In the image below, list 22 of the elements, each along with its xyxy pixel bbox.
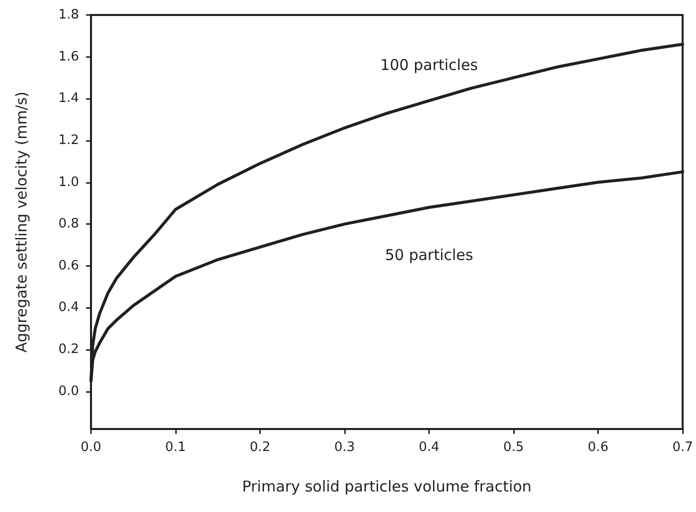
series-label: 50 particles [384, 246, 474, 264]
x-tick-label: 0.0 [80, 440, 102, 455]
y-tick-label: 0.4 [58, 300, 79, 316]
x-tick-label: 0.3 [334, 440, 355, 455]
x-tick-label: 0.6 [588, 440, 608, 455]
y-tick-label: 0.2 [58, 342, 79, 358]
x-tick-label: 0.2 [250, 440, 270, 455]
x-tick-label: 0.5 [503, 440, 524, 455]
y-tick-label: 0.0 [58, 384, 79, 399]
series-label: 100 particles [380, 56, 478, 74]
y-tick-label: 1.2 [58, 132, 79, 148]
y-tick-label: 0.6 [58, 258, 79, 274]
x-tick-label: 0.4 [418, 440, 440, 455]
x-tick-label: 0.1 [165, 440, 186, 455]
y-tick-label: 0.8 [58, 216, 79, 232]
x-axis-title: Primary solid particles volume fraction [242, 478, 532, 496]
y-tick-label: 1.8 [58, 8, 79, 22]
y-tick-label: 1.4 [58, 91, 79, 106]
y-tick-label: 1.0 [58, 174, 79, 190]
y-axis-title: Aggregate settling velocity (mm/s) [12, 91, 30, 353]
x-tick-label: 0.7 [672, 440, 694, 455]
y-tick-label: 1.6 [58, 49, 79, 64]
